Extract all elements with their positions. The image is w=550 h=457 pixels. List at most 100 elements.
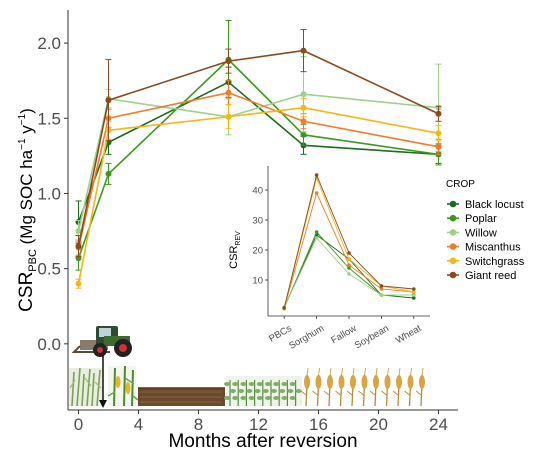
- main-y-tick-label: 0.0: [37, 335, 61, 354]
- legend-item-black-locust: Black locust: [447, 199, 524, 211]
- main-x-tick-label: 20: [369, 415, 388, 434]
- main-y-tick-label: 2.0: [37, 34, 61, 53]
- tractor-icon: [71, 326, 132, 357]
- legend: CROP Black locust Poplar Willow Miscanthus S…: [446, 179, 525, 282]
- main-y-label-sup1: −1: [17, 138, 28, 150]
- main-data-point: [435, 143, 442, 150]
- main-x-tick-label: 8: [194, 415, 203, 434]
- main-x-axis-label: Months after reversion: [168, 431, 357, 452]
- reversion-arrow-head: [99, 400, 107, 408]
- grass-crop-icon: [69, 367, 103, 407]
- main-data-point: [435, 130, 442, 137]
- inset-data-point: [412, 296, 416, 300]
- inset-data-point: [347, 272, 351, 276]
- legend-swatch-point: [449, 214, 457, 222]
- main-data-point: [300, 91, 307, 98]
- main-data-point: [105, 170, 112, 177]
- main-series-giant-reed: [75, 29, 442, 258]
- main-data-point: [435, 110, 442, 117]
- inset-data-point: [347, 266, 351, 270]
- main-data-point: [300, 47, 307, 54]
- inset-y-tick-label: 30: [252, 216, 263, 227]
- legend-swatch-point: [449, 271, 457, 279]
- main-y-ticks: 0.0 0.5 1.0 1.5 2.0: [37, 34, 68, 354]
- main-y-tick-label: 1.5: [37, 109, 61, 128]
- main-data-point: [75, 280, 82, 287]
- legend-swatch-point: [449, 243, 457, 250]
- inset-data-point: [282, 306, 287, 310]
- inset-y-label-rev: REV: [235, 231, 242, 246]
- main-y-label-unit-close: ): [17, 108, 36, 114]
- inset-y-ticks: 10 20 30 40: [252, 186, 268, 287]
- legend-item-miscanthus: Miscanthus: [447, 242, 521, 254]
- inset-data-point: [314, 191, 319, 195]
- inset-data-point: [412, 287, 416, 291]
- main-data-point: [300, 131, 307, 138]
- legend-label: Miscanthus: [465, 242, 521, 254]
- inset-x-tick-label: Sorghum: [287, 323, 326, 352]
- legend-item-willow: Willow: [447, 227, 497, 239]
- inset-series-giant-reed: [282, 173, 416, 310]
- main-data-point: [225, 89, 232, 96]
- inset-data-point: [412, 293, 416, 297]
- main-x-tick-label: 16: [309, 415, 328, 434]
- legend-label: Switchgrass: [465, 256, 525, 268]
- main-data-point: [105, 97, 112, 104]
- legend-swatch-point: [449, 200, 457, 208]
- inset-data-point: [379, 284, 384, 288]
- inset-series: [282, 173, 416, 311]
- inset-x-tick-label: Wheat: [394, 323, 424, 346]
- legend-label: Willow: [465, 227, 497, 239]
- main-y-label-sup2: −1: [17, 113, 28, 125]
- inset-y-label-csr: CSR: [228, 246, 240, 269]
- main-data-point: [75, 243, 82, 250]
- legend-item-giant-reed: Giant reed: [447, 270, 516, 282]
- bare-soil-icon: [138, 387, 225, 406]
- main-series: [75, 20, 442, 289]
- legend-item-switchgrass: Switchgrass: [447, 256, 525, 268]
- soybean-crop-icon: [224, 376, 302, 406]
- main-data-point: [225, 58, 232, 65]
- wheat-crop-icon: [300, 367, 425, 407]
- corn-crop-icon: [107, 365, 139, 407]
- inset-y-tick-label: 20: [252, 246, 263, 257]
- main-data-point: [225, 113, 232, 120]
- main-x-tick-label: 24: [429, 415, 448, 434]
- inset-data-point: [347, 257, 351, 261]
- main-plot: 0.0 0.5 1.0 1.5 2.0 0 4 8 12 16 20 24: [16, 10, 458, 452]
- main-data-point: [75, 228, 82, 235]
- inset-data-point: [314, 230, 319, 234]
- legend-swatch-point: [449, 229, 457, 236]
- inset-y-tick-label: 10: [252, 276, 263, 287]
- legend-item-poplar: Poplar: [447, 213, 497, 225]
- main-y-label-unit-open: (Mg SOC ha: [17, 149, 36, 249]
- inset-background: [226, 163, 432, 315]
- main-data-point: [300, 118, 307, 125]
- inset-series-willow: [282, 236, 416, 310]
- inset-y-tick-label: 40: [252, 186, 263, 197]
- main-x-ticks: 0 4 8 12 16 20 24: [74, 410, 448, 434]
- main-data-point: [300, 104, 307, 111]
- main-y-label-csr: CSR: [16, 272, 37, 312]
- inset-data-point: [347, 263, 351, 267]
- legend-label: Giant reed: [465, 270, 516, 282]
- legend-title: CROP: [446, 179, 475, 190]
- inset-x-tick-label: Soybean: [353, 323, 391, 351]
- main-y-tick-label: 1.0: [37, 184, 61, 203]
- crop-illustration-strip: [69, 365, 425, 407]
- inset-data-point: [314, 236, 319, 240]
- main-x-tick-label: 4: [134, 415, 143, 434]
- legend-label: Black locust: [465, 199, 524, 211]
- main-y-axis-label: CSRPBC (Mg SOC ha−1 y−1): [16, 108, 39, 312]
- main-x-tick-label: 0: [74, 415, 83, 434]
- inset-data-point: [379, 287, 384, 291]
- inset-data-point: [314, 173, 319, 177]
- inset-data-point: [347, 251, 351, 255]
- main-y-tick-label: 0.5: [37, 260, 61, 279]
- main-y-label-unit-mid: y: [17, 125, 36, 139]
- main-y-label-pbc: PBC: [27, 249, 39, 272]
- legend-swatch-point: [449, 257, 457, 265]
